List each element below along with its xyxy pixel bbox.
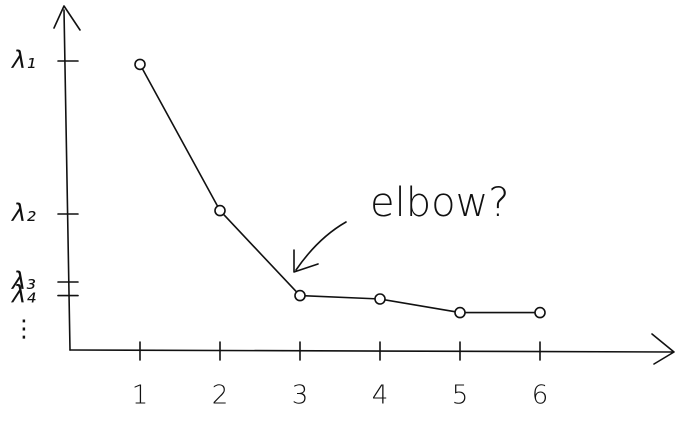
y-axis xyxy=(53,5,81,351)
point xyxy=(454,306,466,319)
y-tick-label: λ₃ xyxy=(10,267,36,295)
annotation-arrow xyxy=(293,221,347,273)
x-tick-label: 2 xyxy=(212,381,229,411)
y-tick-label: ⋮ xyxy=(12,315,36,343)
y-tick-label: λ₄ xyxy=(10,281,36,309)
x-tick-label: 5 xyxy=(452,381,469,411)
x-axis xyxy=(69,333,675,365)
point xyxy=(294,289,306,302)
point xyxy=(374,293,386,305)
line xyxy=(139,63,541,314)
x-tick-label: 4 xyxy=(372,381,389,411)
x-tick-label: 1 xyxy=(132,381,149,411)
point xyxy=(534,306,546,319)
x-tick-label: 3 xyxy=(292,381,309,411)
y-tick-label: λ₁ xyxy=(10,46,36,74)
x-tick-label: 6 xyxy=(532,381,549,411)
annotation: elbow? xyxy=(370,180,510,226)
point xyxy=(134,58,146,71)
point xyxy=(214,204,226,217)
y-tick-label: λ₂ xyxy=(10,199,36,227)
